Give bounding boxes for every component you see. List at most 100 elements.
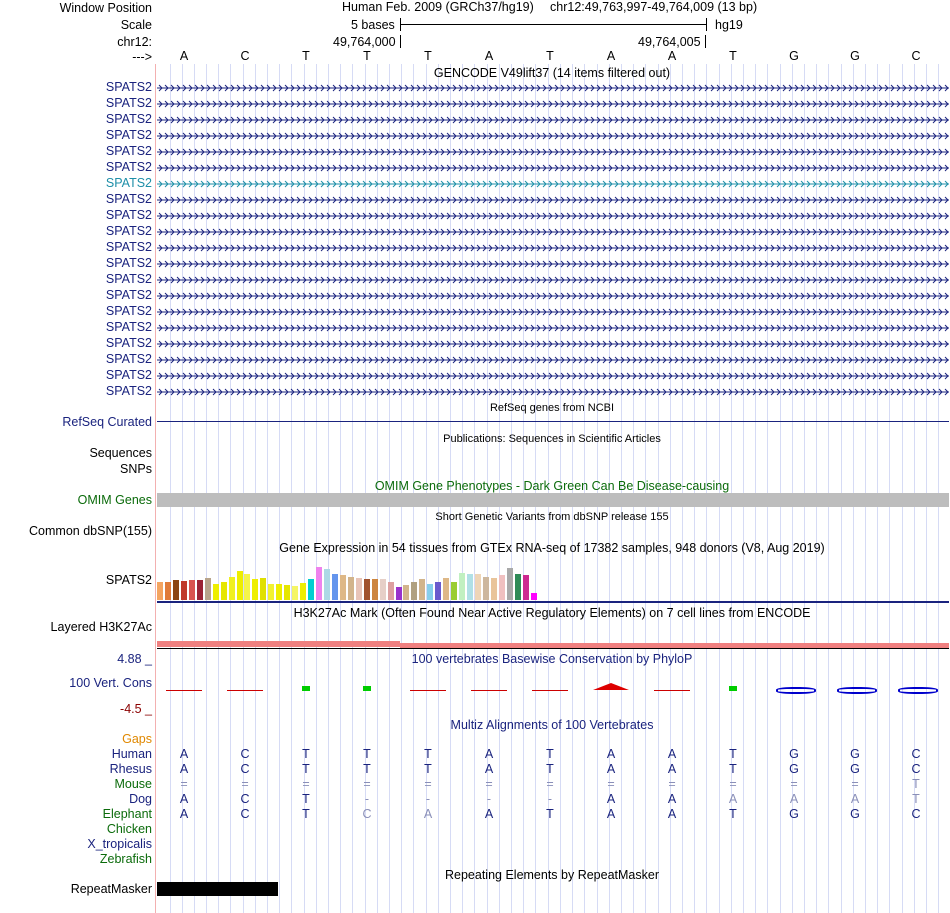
gtex-tissue-bar[interactable] <box>395 587 402 600</box>
gtex-tissue-bar[interactable] <box>490 578 497 600</box>
multiz-track-title[interactable]: Multiz Alignments of 100 Vertebrates <box>450 718 654 732</box>
omim-feature-bar[interactable] <box>157 493 949 507</box>
gencode-transcript-label[interactable]: SPATS2 <box>105 112 152 126</box>
gencode-transcript-label[interactable]: SPATS2 <box>105 288 152 302</box>
gtex-tissue-bar[interactable] <box>530 593 537 600</box>
gencode-transcript[interactable] <box>157 128 949 144</box>
gencode-transcript-label[interactable]: SPATS2 <box>105 144 152 158</box>
gtex-tissue-bar[interactable] <box>451 582 458 600</box>
gtex-tissue-bar[interactable] <box>347 577 354 600</box>
phylop-score-mark[interactable] <box>837 687 877 694</box>
gtex-tissue-bar[interactable] <box>387 582 394 600</box>
sequences-label[interactable]: Sequences <box>89 446 152 460</box>
repeatmasker-label[interactable]: RepeatMasker <box>70 882 152 896</box>
gencode-transcript-label[interactable]: SPATS2 <box>105 96 152 110</box>
gtex-track-title[interactable]: Gene Expression in 54 tissues from GTEx … <box>279 541 825 555</box>
gtex-tissue-bar[interactable] <box>419 579 426 600</box>
gencode-transcript[interactable] <box>157 240 949 256</box>
gencode-transcript-label[interactable]: SPATS2 <box>105 384 152 398</box>
gtex-tissue-bar[interactable] <box>276 584 283 600</box>
h3k27ac-label[interactable]: Layered H3K27Ac <box>50 620 152 634</box>
gtex-tissue-bar[interactable] <box>506 568 513 600</box>
gencode-transcript[interactable] <box>157 352 949 368</box>
gencode-transcript-label[interactable]: SPATS2 <box>105 176 152 190</box>
multiz-species-label[interactable]: Zebrafish <box>99 852 152 866</box>
gencode-transcript[interactable] <box>157 176 949 192</box>
phylop-score-mark[interactable] <box>227 690 263 693</box>
gencode-track-title[interactable]: GENCODE V49lift37 (14 items filtered out… <box>433 66 671 80</box>
gtex-tissue-bar[interactable] <box>316 567 322 600</box>
gencode-transcript-label[interactable]: SPATS2 <box>105 80 152 94</box>
gencode-transcript[interactable] <box>157 256 949 272</box>
gtex-tissue-bar[interactable] <box>180 581 187 600</box>
gencode-transcript-label[interactable]: SPATS2 <box>105 320 152 334</box>
omim-label[interactable]: OMIM Genes <box>77 493 152 507</box>
gencode-transcript[interactable] <box>157 304 949 320</box>
phylop-score-mark[interactable] <box>593 683 629 690</box>
multiz-species-label[interactable]: Mouse <box>114 777 152 791</box>
refseq-track-title[interactable]: RefSeq genes from NCBI <box>489 402 615 414</box>
snps-label[interactable]: SNPs <box>120 462 152 476</box>
omim-track-title[interactable]: OMIM Gene Phenotypes - Dark Green Can Be… <box>374 479 730 493</box>
gtex-tissue-bar[interactable] <box>323 569 330 600</box>
h3k27ac-track-title[interactable]: H3K27Ac Mark (Often Found Near Active Re… <box>293 606 811 620</box>
gtex-tissue-bar[interactable] <box>284 585 291 600</box>
gencode-transcript-label[interactable]: SPATS2 <box>105 160 152 174</box>
gtex-bar-chart[interactable] <box>157 556 557 600</box>
gencode-transcript[interactable] <box>157 368 949 384</box>
gtex-tissue-bar[interactable] <box>236 571 243 600</box>
gtex-tissue-bar[interactable] <box>475 574 481 600</box>
gencode-transcript-label[interactable]: SPATS2 <box>105 352 152 366</box>
gtex-tissue-bar[interactable] <box>427 584 434 600</box>
phylop-score-mark[interactable] <box>776 687 816 694</box>
gtex-tissue-bar[interactable] <box>308 579 315 600</box>
gencode-transcript[interactable] <box>157 224 949 240</box>
gencode-transcript[interactable] <box>157 96 949 112</box>
gencode-transcript[interactable] <box>157 272 949 288</box>
multiz-species-label[interactable]: Dog <box>129 792 152 806</box>
phylop-score-mark[interactable] <box>363 686 371 691</box>
multiz-species-label[interactable]: Rhesus <box>109 762 152 776</box>
gtex-tissue-bar[interactable] <box>260 578 267 600</box>
gtex-tissue-bar[interactable] <box>300 583 307 600</box>
gtex-tissue-bar[interactable] <box>157 582 163 600</box>
gtex-tissue-bar[interactable] <box>228 577 235 600</box>
phylop-score-mark[interactable] <box>532 690 568 693</box>
gtex-tissue-bar[interactable] <box>339 575 346 600</box>
phylop-score-mark[interactable] <box>654 690 690 693</box>
gtex-tissue-bar[interactable] <box>164 582 171 600</box>
phylop-label[interactable]: 100 Vert. Cons <box>69 676 152 690</box>
phylop-score-mark[interactable] <box>471 690 507 693</box>
gencode-transcript-label[interactable]: SPATS2 <box>105 304 152 318</box>
h3k27ac-signal-segment[interactable] <box>400 643 949 649</box>
gtex-tissue-bar[interactable] <box>196 580 203 600</box>
refseq-gene-line[interactable] <box>157 421 949 422</box>
gtex-tissue-bar[interactable] <box>498 575 505 600</box>
multiz-species-label[interactable]: X_tropicalis <box>87 837 152 851</box>
phylop-track[interactable] <box>157 670 949 710</box>
gtex-tissue-bar[interactable] <box>363 579 370 600</box>
gencode-transcript[interactable] <box>157 80 949 96</box>
repeatmasker-element[interactable] <box>157 882 278 896</box>
gencode-transcript[interactable] <box>157 208 949 224</box>
gencode-transcript-label[interactable]: SPATS2 <box>105 368 152 382</box>
gtex-tissue-bar[interactable] <box>355 578 362 600</box>
gtex-tissue-bar[interactable] <box>522 575 529 600</box>
gtex-tissue-bar[interactable] <box>403 585 410 600</box>
gtex-tissue-bar[interactable] <box>331 574 338 600</box>
gencode-transcript-label[interactable]: SPATS2 <box>105 336 152 350</box>
gtex-tissue-bar[interactable] <box>252 579 259 600</box>
h3k27ac-signal[interactable] <box>157 641 949 649</box>
h3k27ac-signal-segment[interactable] <box>157 641 400 647</box>
gencode-transcript-label[interactable]: SPATS2 <box>105 224 152 238</box>
gtex-tissue-bar[interactable] <box>172 580 179 600</box>
gencode-transcript-label[interactable]: SPATS2 <box>105 256 152 270</box>
gtex-tissue-bar[interactable] <box>188 580 195 600</box>
gtex-tissue-bar[interactable] <box>411 582 418 600</box>
dbsnp-label[interactable]: Common dbSNP(155) <box>29 524 152 538</box>
gencode-transcript[interactable] <box>157 288 949 304</box>
multiz-species-label[interactable]: Elephant <box>102 807 152 821</box>
gtex-tissue-bar[interactable] <box>435 582 442 600</box>
gtex-label[interactable]: SPATS2 <box>105 573 152 587</box>
phylop-score-mark[interactable] <box>302 686 310 691</box>
